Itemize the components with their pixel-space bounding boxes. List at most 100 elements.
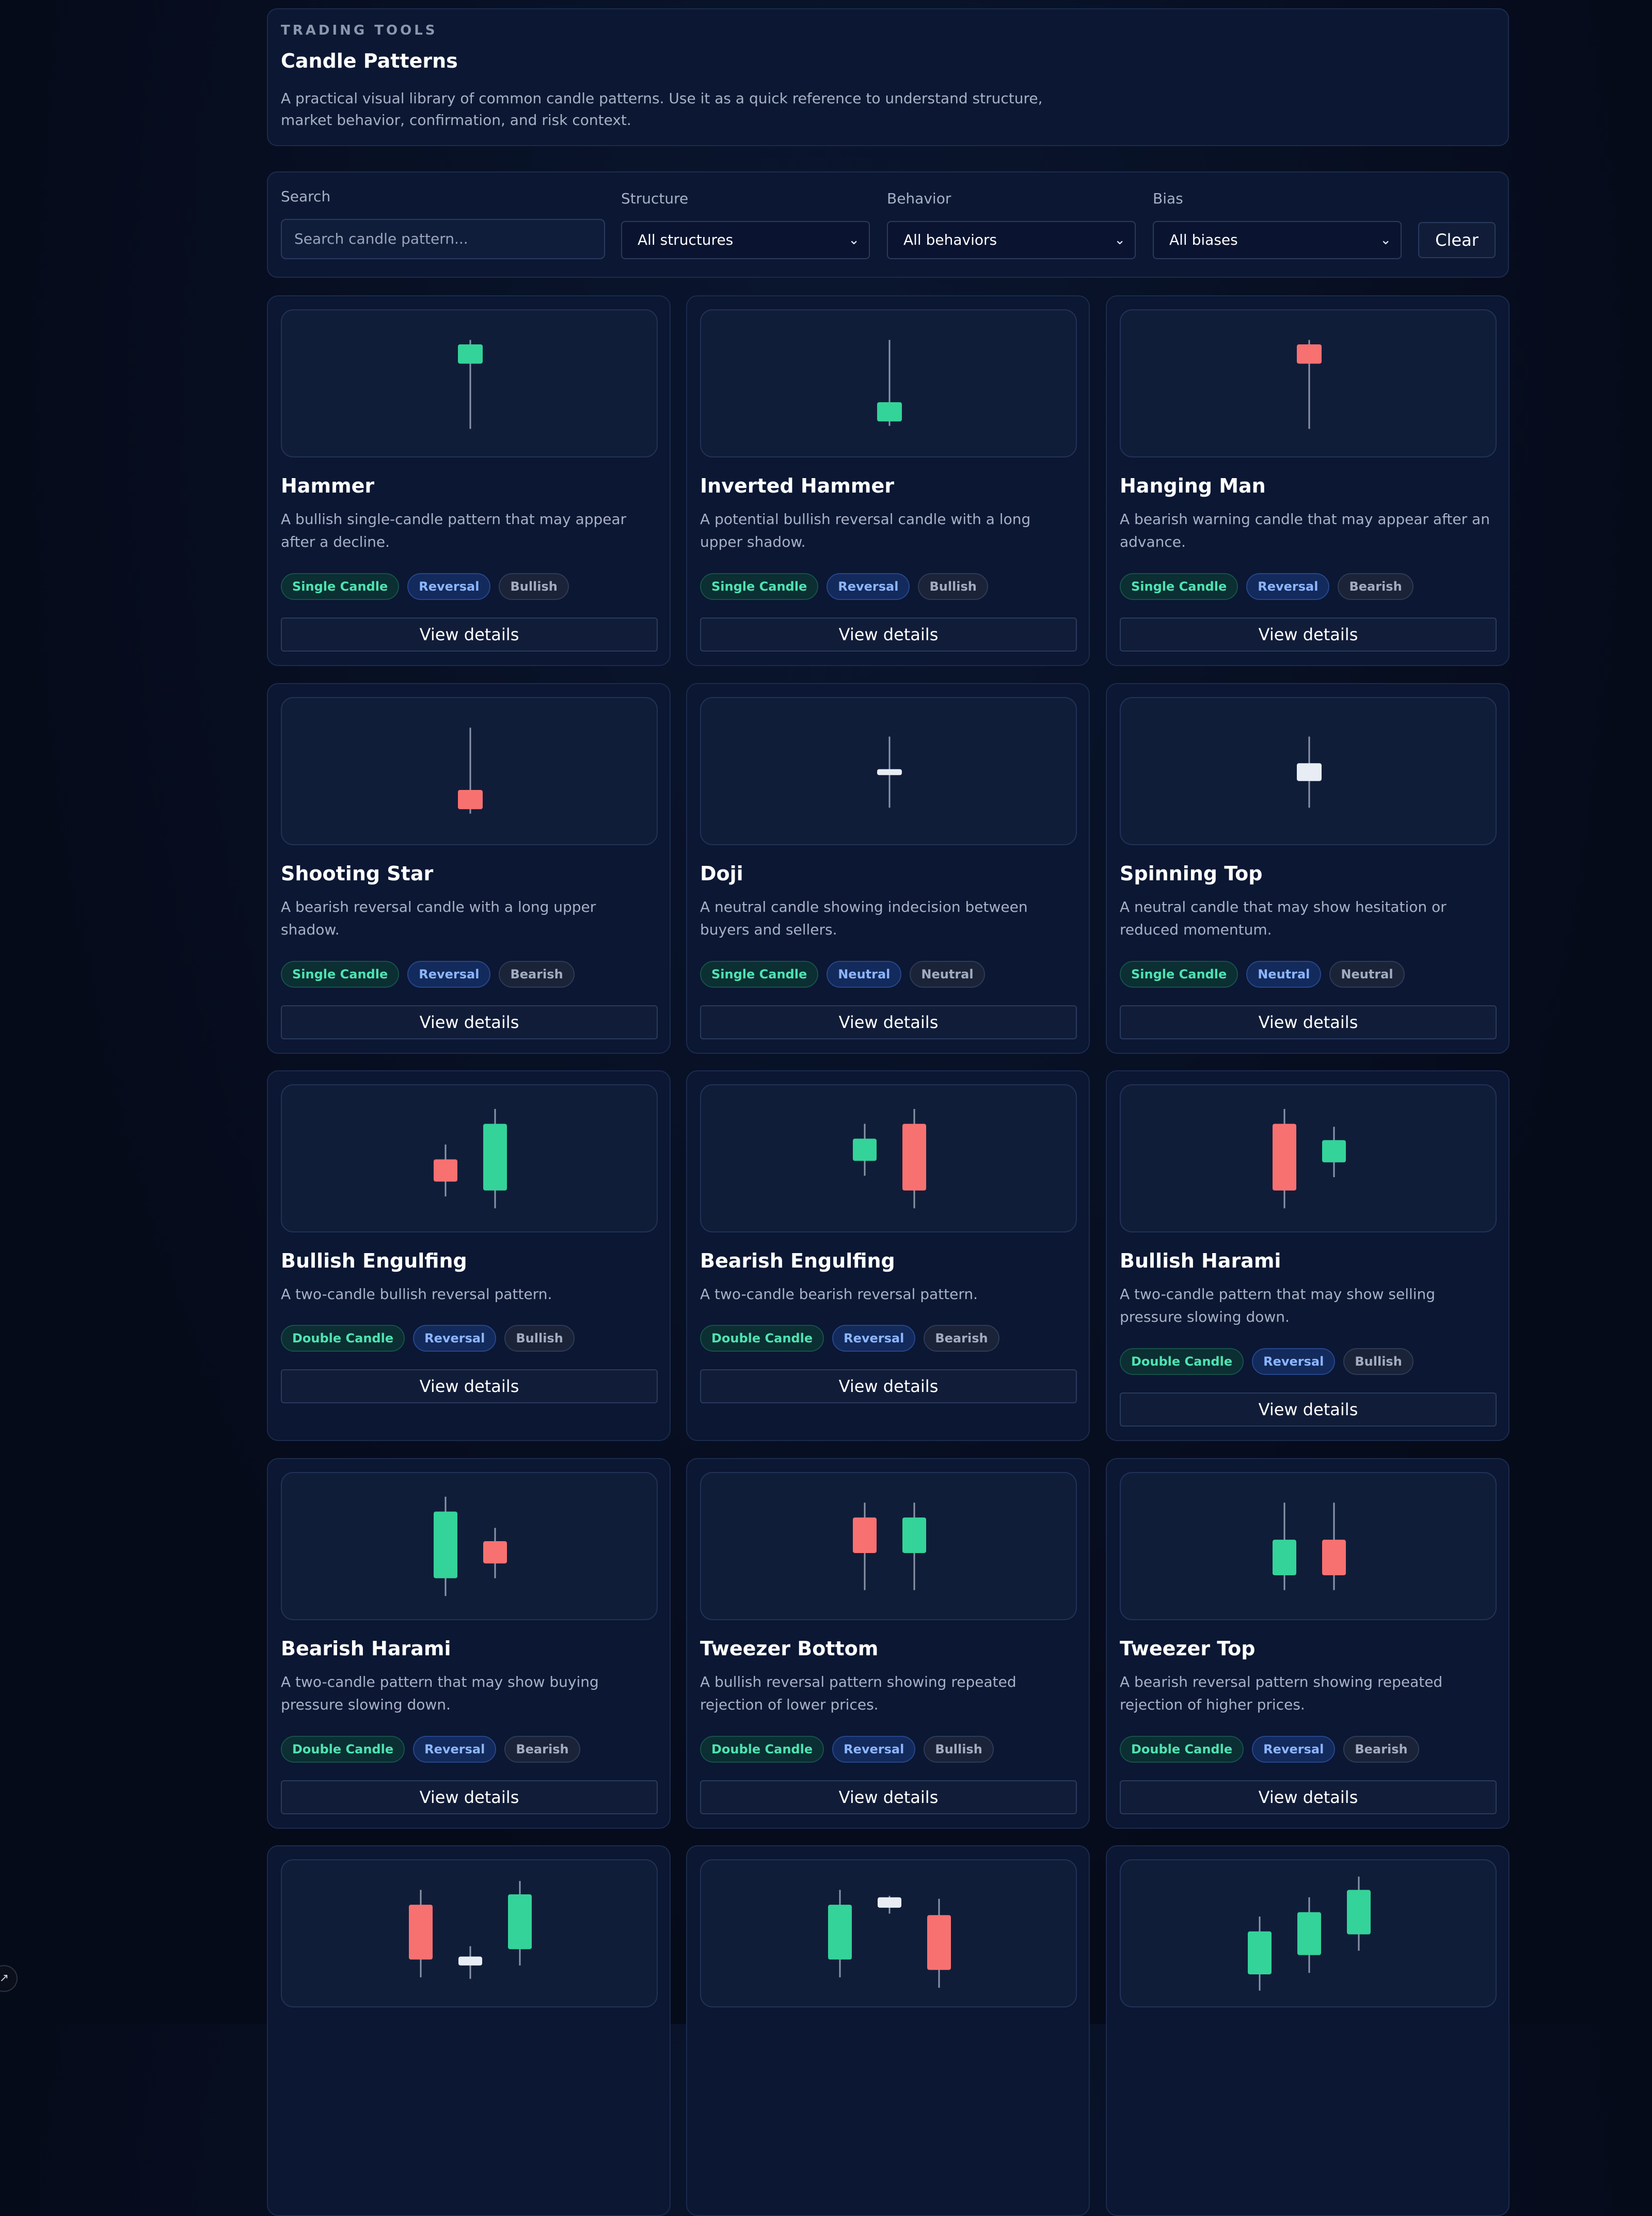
candle-chart bbox=[1273, 1109, 1346, 1209]
candle-preview bbox=[700, 1472, 1077, 1620]
structure-select[interactable]: All structures ⌄ bbox=[621, 221, 870, 259]
tag-list: Double Candle Reversal Bearish bbox=[281, 1736, 580, 1763]
bias-select[interactable]: All biases ⌄ bbox=[1153, 221, 1402, 259]
behavior-tag: Reversal bbox=[1252, 1736, 1336, 1763]
candle-body-bear bbox=[1273, 1123, 1296, 1191]
bias-tag: Neutral bbox=[910, 961, 985, 988]
behavior-select[interactable]: All behaviors ⌄ bbox=[887, 221, 1136, 259]
structure-tag: Double Candle bbox=[700, 1325, 824, 1352]
pattern-card: Shooting Star A bearish reversal candle w… bbox=[267, 683, 671, 1054]
candle-chart bbox=[877, 340, 902, 426]
chevron-down-icon: ⌄ bbox=[1380, 232, 1391, 248]
view-details-button[interactable]: View details bbox=[1120, 618, 1497, 652]
candle-chart bbox=[877, 736, 902, 808]
candle-body-neutral bbox=[878, 1897, 901, 1908]
behavior-tag: Reversal bbox=[1246, 573, 1330, 600]
filter-bar: Search Search candle pattern... Structur… bbox=[267, 171, 1509, 278]
structure-select-value: All structures bbox=[638, 231, 734, 248]
view-details-button[interactable]: View details bbox=[700, 1369, 1077, 1403]
pattern-card: Bullish Harami A two-candle pattern that … bbox=[1106, 1070, 1510, 1441]
pattern-title: Spinning Top bbox=[1120, 862, 1263, 885]
view-details-button[interactable]: View details bbox=[281, 618, 658, 652]
pattern-description: A two-candle bearish reversal pattern. bbox=[700, 1286, 978, 1303]
candle-body-bull bbox=[1322, 1140, 1346, 1163]
pattern-card: Tweezer Top A bearish reversal pattern sh… bbox=[1106, 1458, 1510, 1829]
view-details-button[interactable]: View details bbox=[700, 618, 1077, 652]
structure-tag: Double Candle bbox=[1120, 1736, 1244, 1763]
structure-tag: Double Candle bbox=[700, 1736, 824, 1763]
view-details-button[interactable]: View details bbox=[281, 1780, 658, 1814]
behavior-tag: Reversal bbox=[1252, 1348, 1336, 1375]
pattern-title: Bullish Harami bbox=[1120, 1249, 1281, 1272]
view-details-button[interactable]: View details bbox=[700, 1005, 1077, 1039]
candle-chart bbox=[458, 727, 483, 814]
view-details-button[interactable]: View details bbox=[281, 1369, 658, 1403]
pattern-card bbox=[267, 1845, 671, 2216]
pattern-title: Bearish Engulfing bbox=[700, 1249, 895, 1272]
behavior-tag: Reversal bbox=[832, 1325, 916, 1352]
pattern-card: Inverted Hammer A potential bullish rever… bbox=[686, 295, 1090, 666]
candle-preview bbox=[281, 1472, 658, 1620]
candle-preview bbox=[700, 697, 1077, 845]
bias-tag: Bullish bbox=[924, 1736, 994, 1763]
tag-list: Double Candle Reversal Bearish bbox=[700, 1325, 999, 1352]
candle-body-bull bbox=[853, 1138, 877, 1161]
view-details-button[interactable]: View details bbox=[1120, 1005, 1497, 1039]
pattern-title: Shooting Star bbox=[281, 862, 434, 885]
candle-preview bbox=[700, 1859, 1077, 2007]
pattern-description: A bearish warning candle that may appear… bbox=[1120, 511, 1490, 550]
candle-chart bbox=[1273, 1502, 1346, 1590]
behavior-tag: Neutral bbox=[1246, 961, 1322, 988]
tag-list: Double Candle Reversal Bullish bbox=[281, 1325, 575, 1352]
candle-body-bull bbox=[877, 402, 902, 422]
bias-tag: Bearish bbox=[924, 1325, 999, 1352]
behavior-select-value: All behaviors bbox=[903, 231, 997, 248]
pattern-card: Spinning Top A neutral candle that may sh… bbox=[1106, 683, 1510, 1054]
candle-chart bbox=[409, 1881, 532, 1979]
candle-body-bull bbox=[1347, 1890, 1371, 1935]
pattern-card: Hanging Man A bearish warning candle that… bbox=[1106, 295, 1510, 666]
view-details-button[interactable]: View details bbox=[1120, 1780, 1497, 1814]
candle-body-bear bbox=[853, 1517, 877, 1553]
pattern-title: Inverted Hammer bbox=[700, 474, 894, 497]
candle-body-bull bbox=[1297, 1912, 1321, 1955]
pattern-description: A bearish reversal pattern showing repea… bbox=[1120, 1673, 1443, 1713]
candle-preview bbox=[1120, 309, 1497, 457]
bias-tag: Bearish bbox=[504, 1736, 580, 1763]
tag-list: Single Candle Reversal Bearish bbox=[1120, 573, 1413, 600]
candle-chart bbox=[1248, 1876, 1371, 1991]
clear-button[interactable]: Clear bbox=[1418, 222, 1496, 258]
pattern-card: Bullish Engulfing A two-candle bullish re… bbox=[267, 1070, 671, 1441]
chevron-down-icon: ⌄ bbox=[1114, 232, 1125, 248]
candle-chart bbox=[434, 1109, 507, 1209]
candle-chart bbox=[828, 1890, 951, 1988]
bias-select-value: All biases bbox=[1169, 231, 1238, 248]
tag-list: Double Candle Reversal Bullish bbox=[700, 1736, 994, 1763]
tag-list: Single Candle Reversal Bearish bbox=[281, 961, 575, 988]
search-input[interactable]: Search candle pattern... bbox=[281, 219, 605, 259]
candle-body-bull bbox=[458, 344, 483, 364]
pattern-title: Hammer bbox=[281, 474, 375, 497]
hero-panel: TRADING TOOLS Candle Patterns A practica… bbox=[267, 8, 1509, 146]
pattern-description: A two-candle bullish reversal pattern. bbox=[281, 1286, 552, 1303]
candle-preview bbox=[1120, 697, 1497, 845]
search-label: Search bbox=[281, 188, 331, 205]
behavior-tag: Reversal bbox=[407, 961, 491, 988]
pattern-description: A neutral candle that may show hesitatio… bbox=[1120, 898, 1447, 938]
candle-body-bear bbox=[483, 1541, 507, 1564]
candle-body-bear bbox=[927, 1915, 951, 1970]
pattern-description: A bullish single-candle pattern that may… bbox=[281, 511, 627, 550]
structure-tag: Single Candle bbox=[700, 573, 819, 600]
bias-tag: Bearish bbox=[1338, 573, 1413, 600]
tag-list: Single Candle Reversal Bullish bbox=[281, 573, 569, 600]
tag-list: Single Candle Neutral Neutral bbox=[700, 961, 985, 988]
view-details-button[interactable]: View details bbox=[281, 1005, 658, 1039]
view-details-button[interactable]: View details bbox=[1120, 1392, 1497, 1427]
pattern-card bbox=[1106, 1845, 1510, 2216]
view-details-button[interactable]: View details bbox=[700, 1780, 1077, 1814]
launcher-icon[interactable]: ↗ bbox=[0, 1965, 18, 1992]
structure-tag: Single Candle bbox=[1120, 573, 1238, 600]
candle-preview bbox=[1120, 1472, 1497, 1620]
pattern-title: Tweezer Bottom bbox=[700, 1637, 879, 1660]
tag-list: Single Candle Neutral Neutral bbox=[1120, 961, 1405, 988]
